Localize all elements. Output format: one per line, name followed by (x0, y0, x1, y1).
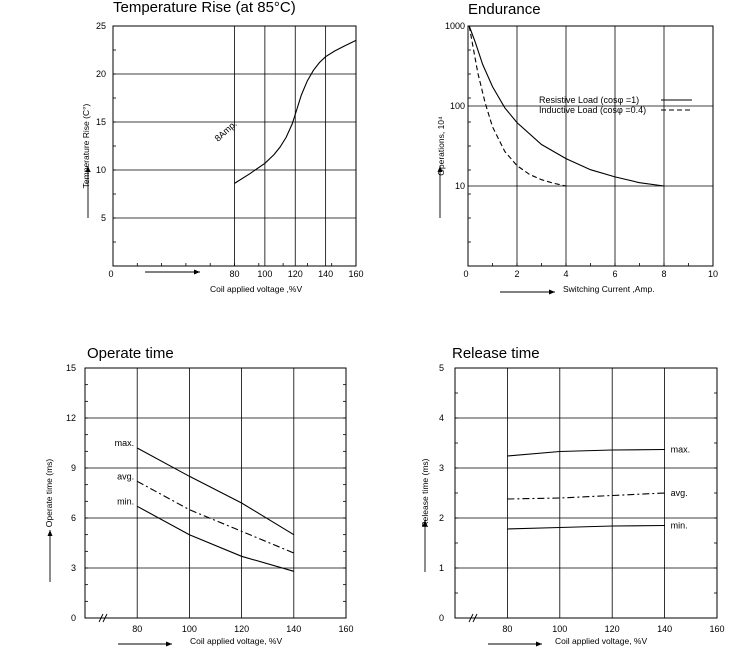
x-tick-label: 140 (318, 269, 333, 279)
y-tick-label: 0 (71, 613, 76, 623)
y-tick-label: 5 (101, 213, 106, 223)
x-tick-label: 0 (108, 269, 113, 279)
x-tick-label: 6 (612, 269, 617, 279)
x-tick-label: 8 (661, 269, 666, 279)
y-tick-label: 25 (96, 21, 106, 31)
y-axis-arrowhead (85, 166, 91, 172)
curve-label: avg. (671, 488, 688, 498)
y-tick-label: 4 (439, 413, 444, 423)
series-line-0 (468, 25, 665, 187)
x-tick-label: 4 (563, 269, 568, 279)
series-line-0 (136, 447, 295, 536)
y-axis-label: Temperature Rise (C°) (81, 104, 91, 189)
y-axis-label: Operate time (ms) (44, 459, 54, 528)
chart-title: Operate time (87, 345, 174, 362)
series-line-1 (507, 492, 665, 500)
x-tick-label: 80 (502, 624, 512, 634)
chart-operate: Operate time 80 100 120 140 160 0 3 6 9 12 15 Coil a… (44, 345, 354, 647)
y-tick-label: 100 (450, 101, 465, 111)
chart-title: Endurance (468, 1, 541, 18)
y-axis-label: Release time (ms) (420, 458, 430, 527)
legend-entry-label: Resistive Load (cosφ =1) (539, 95, 639, 105)
x-tick-label: 140 (286, 624, 301, 634)
x-tick-label: 100 (257, 269, 272, 279)
plot-frame (467, 25, 714, 267)
x-tick-label: 160 (338, 624, 353, 634)
x-tick-label: 80 (229, 269, 239, 279)
x-tick-label: 120 (605, 624, 620, 634)
chart-title: Temperature Rise (at 85°C) (113, 0, 296, 16)
y-axis-arrowhead (422, 520, 428, 526)
y-tick-label: 1 (439, 563, 444, 573)
chart-temp: Temperature Rise (at 85°C) 0 80 100 120 140 16… (81, 0, 364, 294)
y-axis-arrowhead (437, 166, 443, 172)
plot-frame (84, 367, 347, 619)
y-tick-label: 0 (439, 613, 444, 623)
axis-break-mark (468, 613, 478, 623)
chart-title: Release time (452, 345, 540, 362)
y-tick-label: 3 (71, 563, 76, 573)
x-tick-label: 10 (708, 269, 718, 279)
x-axis-label: Coil applied voltage ,%V (210, 284, 302, 294)
curve-label: max. (671, 445, 691, 455)
x-tick-label: 100 (552, 624, 567, 634)
y-tick-label: 1000 (445, 21, 465, 31)
legend-entry-label: Inductive Load (cosφ =0.4) (539, 105, 646, 115)
curve-label: max. (115, 438, 135, 448)
y-axis-label: Operations, 10⁴ (436, 116, 446, 176)
x-axis-arrowhead (166, 641, 172, 647)
x-axis-label: Coil applied voltage, %V (555, 636, 647, 646)
chart-release: Release time 80 100 120 140 160 0 1 2 3 4 5 Coil app… (420, 345, 725, 647)
y-tick-label: 15 (66, 363, 76, 373)
x-tick-label: 160 (348, 269, 363, 279)
series-line-2 (136, 505, 294, 572)
x-tick-label: 80 (132, 624, 142, 634)
y-tick-label: 10 (96, 165, 106, 175)
curve-label: min. (671, 521, 688, 531)
y-tick-label: 15 (96, 117, 106, 127)
x-tick-label: 160 (709, 624, 724, 634)
x-tick-label: 0 (463, 269, 468, 279)
y-tick-label: 2 (439, 513, 444, 523)
curve-label: min. (117, 496, 134, 506)
chart-endurance: Endurance 0 2 4 6 8 10 10 100 1000 Switching Curre… (436, 1, 718, 295)
series-line-1 (136, 480, 295, 554)
series-line-1 (468, 25, 567, 187)
series-line-0 (234, 39, 357, 184)
y-tick-label: 6 (71, 513, 76, 523)
series-line-2 (507, 524, 665, 530)
x-axis-arrowhead (194, 269, 200, 275)
y-tick-label: 12 (66, 413, 76, 423)
x-tick-label: 2 (514, 269, 519, 279)
x-axis-arrowhead (549, 289, 555, 295)
x-axis-label: Coil applied voltage, %V (190, 636, 282, 646)
series-line-0 (507, 448, 665, 457)
y-tick-label: 10 (455, 181, 465, 191)
y-tick-label: 5 (439, 363, 444, 373)
x-tick-label: 140 (657, 624, 672, 634)
y-tick-label: 3 (439, 463, 444, 473)
x-axis-label: Switching Current ,Amp. (563, 284, 655, 294)
legend: Resistive Load (cosφ =1)Inductive Load (… (539, 95, 692, 115)
x-tick-label: 100 (182, 624, 197, 634)
y-tick-label: 20 (96, 69, 106, 79)
x-tick-label: 120 (288, 269, 303, 279)
curve-label: avg. (117, 471, 134, 481)
x-axis-arrowhead (536, 641, 542, 647)
y-tick-label: 9 (71, 463, 76, 473)
axis-break-mark (98, 613, 108, 623)
y-axis-arrowhead (47, 530, 53, 536)
x-tick-label: 120 (234, 624, 249, 634)
